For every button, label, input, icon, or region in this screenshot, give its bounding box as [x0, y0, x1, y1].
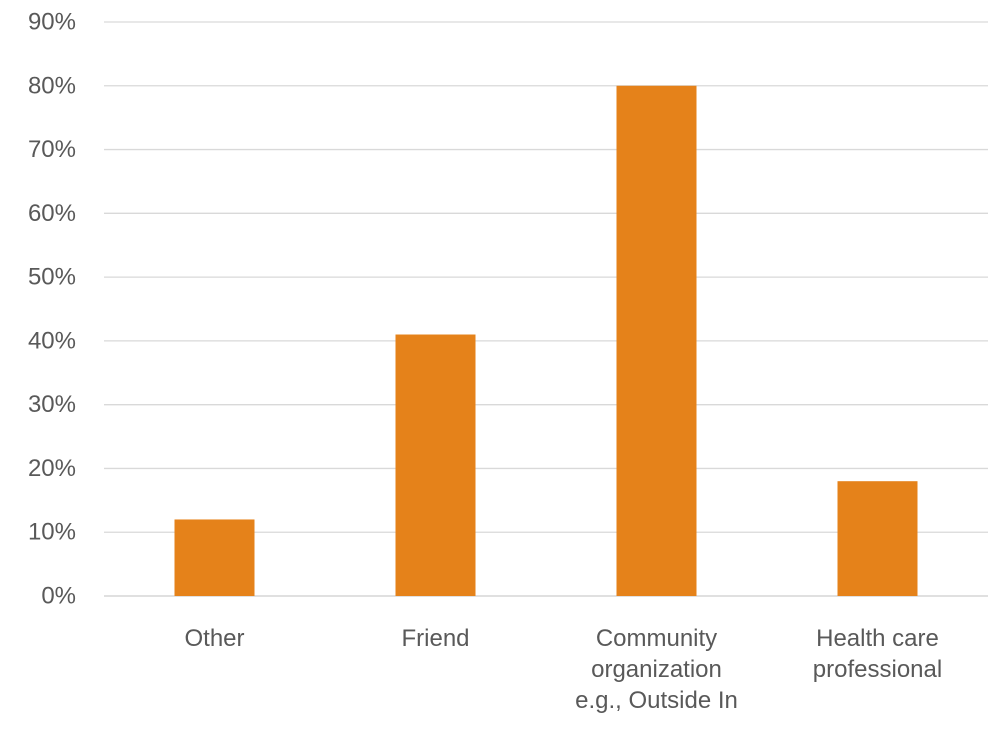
bars	[174, 85, 918, 597]
x-category-label: Community organization e.g., Outside In	[575, 625, 738, 714]
x-category-label-line: Community	[596, 625, 717, 652]
x-category-label: Other	[184, 625, 244, 652]
x-category-label-line: e.g., Outside In	[575, 687, 738, 714]
x-category-label-line: Other	[184, 625, 244, 652]
x-axis-labels: Other Friend Community organization e.g., Ou…	[184, 625, 942, 714]
y-tick-label: 10%	[28, 519, 76, 546]
y-tick-label: 90%	[28, 9, 76, 36]
y-tick-label: 50%	[28, 264, 76, 291]
y-tick-label: 70%	[28, 136, 76, 163]
y-tick-label: 20%	[28, 455, 76, 482]
y-tick-label: 80%	[28, 72, 76, 99]
y-tick-label: 40%	[28, 327, 76, 354]
x-category-label: Health care professional	[813, 625, 942, 683]
x-category-label-line: organization	[591, 656, 722, 683]
x-category-label: Friend	[401, 625, 469, 652]
y-axis-labels: 0% 10% 20% 30% 40% 50% 60% 70% 80% 90%	[28, 9, 76, 610]
x-category-label-line: Friend	[401, 625, 469, 652]
y-tick-label: 0%	[41, 583, 76, 610]
bar	[837, 481, 918, 596]
x-category-label-line: professional	[813, 656, 942, 683]
bar	[174, 519, 255, 596]
y-tick-label: 30%	[28, 391, 76, 418]
bar	[395, 334, 476, 596]
bar	[616, 85, 697, 597]
x-category-label-line: Health care	[816, 625, 939, 652]
y-tick-label: 60%	[28, 200, 76, 227]
